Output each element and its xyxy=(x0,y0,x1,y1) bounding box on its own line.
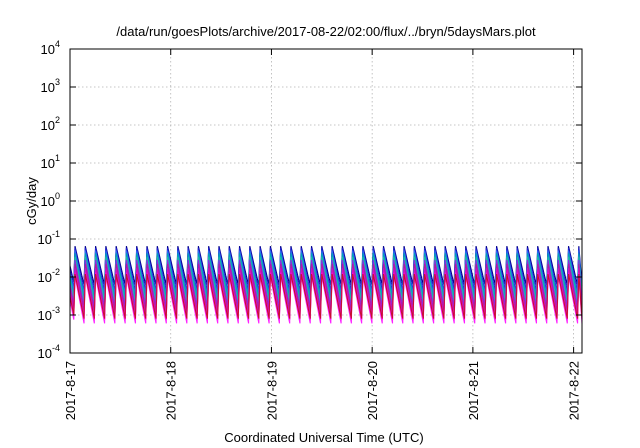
chart-title: /data/run/goesPlots/archive/2017-08-22/0… xyxy=(116,24,536,39)
y-tick-label: 10-4 xyxy=(38,343,60,361)
x-tick-label: 2017-8-21 xyxy=(466,361,481,420)
x-tick-label: 2017-8-20 xyxy=(365,361,380,420)
y-tick-label: 10-2 xyxy=(38,267,60,285)
x-tick-label: 2017-8-17 xyxy=(63,361,78,420)
y-axis: 10-4 10-3 10-2 10-1 100 101 102 103 104 xyxy=(38,39,582,361)
y-tick-label: 100 xyxy=(41,191,60,209)
x-axis: 2017-8-17 2017-8-18 2017-8-19 2017-8-20 2017… xyxy=(63,49,582,420)
y-tick-label: 102 xyxy=(41,115,60,133)
y-tick-label: 104 xyxy=(41,39,60,57)
y-tick-label: 10-1 xyxy=(38,229,60,247)
series-line-11 xyxy=(69,273,583,319)
x-tick-label: 2017-8-22 xyxy=(567,361,582,420)
y-axis-label: cGy/day xyxy=(24,177,39,225)
x-axis-label: Coordinated Universal Time (UTC) xyxy=(224,430,423,445)
y-tick-label: 10-3 xyxy=(38,305,60,323)
x-tick-label: 2017-8-19 xyxy=(264,361,279,420)
series-layer xyxy=(69,245,583,324)
x-tick-label: 2017-8-18 xyxy=(164,361,179,420)
y-tick-label: 101 xyxy=(41,153,60,171)
y-tick-label: 103 xyxy=(41,77,60,95)
